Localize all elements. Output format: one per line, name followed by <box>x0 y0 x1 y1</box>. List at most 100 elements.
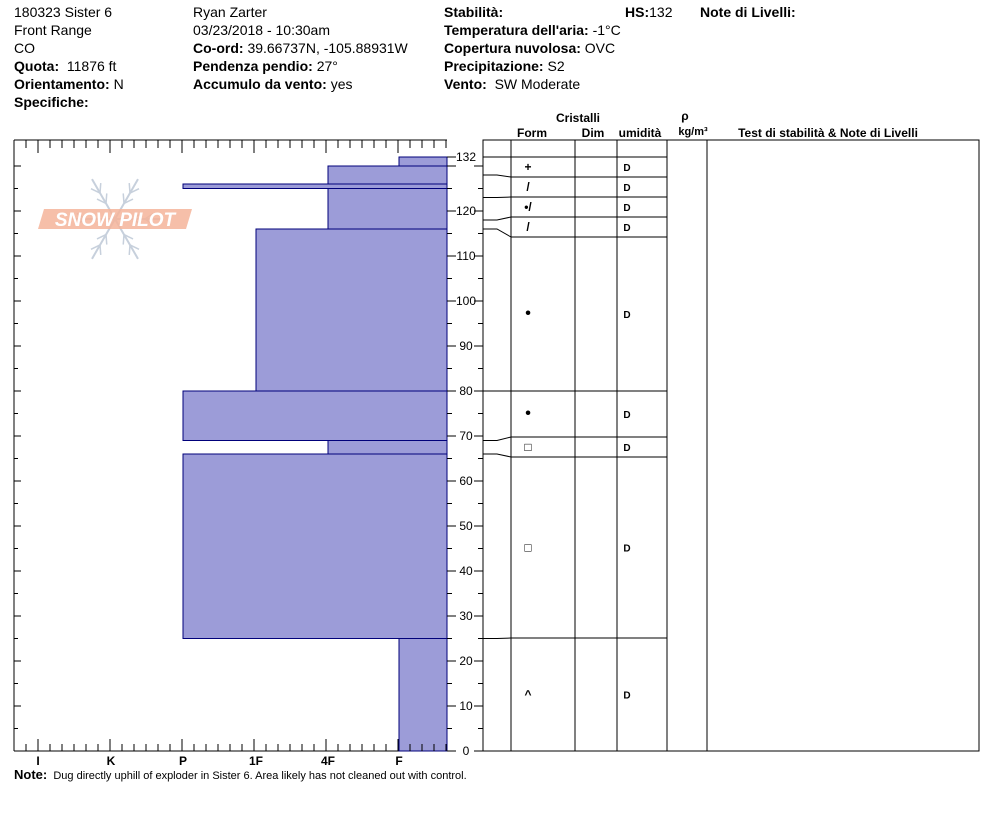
coordinates: Co-ord: 39.66737N, -105.88931W <box>193 40 408 56</box>
crystal-form-symbol: □ <box>524 440 531 454</box>
range-name: Front Range <box>14 22 92 38</box>
moisture-value: D <box>623 310 630 321</box>
moisture-value: D <box>623 410 630 421</box>
layer-connector <box>483 453 512 458</box>
hardness-bar <box>255 228 448 392</box>
layer-notes-label: Note di Livelli: <box>700 4 796 20</box>
crystal-form-symbol: •/ <box>524 200 532 214</box>
layer-connector <box>483 174 512 178</box>
state-name: CO <box>14 40 35 56</box>
snowflake-branch <box>128 244 131 256</box>
crystal-table-headers: Cristalli Form Dim umidità ρ kg/m³ Test di sta… <box>517 109 918 140</box>
wind: Vento: SW Moderate <box>444 76 581 92</box>
moisture-value: D <box>623 183 630 194</box>
hardness-bar <box>327 165 448 185</box>
header-col2: Ryan Zarter 03/23/2018 - 10:30am Co-ord:… <box>193 3 408 93</box>
logo-text: SNOW PILOT <box>55 210 177 231</box>
depth-tick-label: 100 <box>456 294 476 308</box>
hardness-tick-label: 1F <box>249 754 263 768</box>
snowflake-branch <box>123 198 134 205</box>
header-stability-notes: Test di stabilità & Note di Livelli <box>738 126 918 140</box>
crystal-form-symbol: / <box>526 220 530 234</box>
snowflake-branch <box>122 193 125 204</box>
depth-tick-label: 50 <box>459 519 473 533</box>
hardness-tick-label: 4F <box>321 754 335 768</box>
hardness-bar <box>182 183 448 189</box>
crystal-form-symbol: • <box>525 405 531 422</box>
snowflake-branch <box>105 234 108 245</box>
snowflake-branch <box>129 244 140 250</box>
moisture-value: D <box>623 163 630 174</box>
header-crystals: Cristalli <box>556 111 600 125</box>
moisture-value: D <box>623 544 630 555</box>
snowflake-branch <box>122 234 125 245</box>
depth-axis: 0 10 20 30 40 50 60 70 80 90 100 110 120 132 <box>447 140 484 758</box>
depth-tick-label: 132 <box>456 150 476 164</box>
elevation: Quota: 11876 ft <box>14 58 117 74</box>
moisture-value: D <box>623 443 630 454</box>
snowflake-branch <box>105 193 108 204</box>
snowflake-branch <box>96 198 107 205</box>
moisture-value: D <box>623 223 630 234</box>
depth-tick-label: 30 <box>459 609 473 623</box>
snowflake-branch <box>99 182 102 194</box>
header-density-unit: kg/m³ <box>678 126 708 138</box>
hardness-tick-label: F <box>395 754 402 768</box>
snowflake-branch <box>123 233 134 240</box>
hardness-bars <box>182 156 448 752</box>
observer: Ryan Zarter <box>193 4 267 20</box>
layer-connector <box>483 196 512 198</box>
moisture-value: D <box>623 691 630 702</box>
logo-banner <box>38 209 192 229</box>
depth-tick-label: 80 <box>459 384 473 398</box>
moisture-value: D <box>623 203 630 214</box>
depth-tick-label: 90 <box>459 339 473 353</box>
snow-height: HS:132 <box>625 4 673 20</box>
depth-tick-label: 40 <box>459 564 473 578</box>
hardness-tick-label: K <box>107 754 116 768</box>
datetime: 03/23/2018 - 10:30am <box>193 22 330 38</box>
snowflake-branch <box>96 233 107 240</box>
depth-tick-label: 60 <box>459 474 473 488</box>
header-rho: ρ <box>681 109 688 123</box>
layer-connector <box>483 637 512 639</box>
header-size: Dim <box>582 126 605 140</box>
header-moisture: umidità <box>619 126 662 140</box>
depth-tick-label: 120 <box>456 204 476 218</box>
crystal-form-symbol: • <box>525 305 531 322</box>
hardness-tick-label: P <box>179 754 187 768</box>
hardness-bar <box>398 156 448 167</box>
header-col1: 180323 Sister 6 Front Range CO Quota: 11… <box>14 3 124 111</box>
crystal-form-symbol: + <box>524 160 531 174</box>
hardness-axis-ticks: I K P 1F 4F F <box>13 140 447 768</box>
table-frame <box>482 139 980 752</box>
crystal-table: + D / D •/ D / D • D • D □ D □ D ^ D <box>482 139 980 752</box>
pit-note: Note: Dug directly uphill of exploder in… <box>14 767 467 782</box>
hardness-tick-label: I <box>36 754 39 768</box>
snowflake-branch <box>90 188 101 194</box>
crystal-form-symbol: / <box>526 180 530 194</box>
snowflake-branch <box>129 188 140 194</box>
snow-profile-chart: SNOW PILOT I K P 1F 4F F 0 10 20 30 40 50 60 70 80 90 1… <box>13 109 980 768</box>
slope-angle: Pendenza pendio: 27° <box>193 58 338 74</box>
header-col3: Stabilità: Temperatura dell'aria: -1°C C… <box>444 3 621 93</box>
header-form: Form <box>517 126 547 140</box>
aspect: Orientamento: N <box>14 76 124 92</box>
snowpilot-logo: SNOW PILOT <box>38 178 192 260</box>
hardness-bar <box>327 188 448 230</box>
depth-tick-label: 70 <box>459 429 473 443</box>
hardness-bar <box>182 390 448 441</box>
sky-cover: Copertura nuvolosa: OVC <box>444 40 616 56</box>
depth-tick-label: 110 <box>456 249 475 263</box>
hardness-bar <box>398 638 448 752</box>
crystal-form-symbol: □ <box>524 541 531 555</box>
depth-tick-label: 0 <box>463 744 470 758</box>
layer-connector <box>483 436 512 441</box>
crystal-form-symbol: ^ <box>524 688 531 702</box>
snowflake-branch <box>128 182 131 194</box>
snowflake-branch <box>90 244 101 250</box>
precipitation: Precipitazione: S2 <box>444 58 565 74</box>
hardness-bar <box>327 440 448 455</box>
layer-connector <box>483 216 512 221</box>
stability: Stabilità: <box>444 4 504 20</box>
